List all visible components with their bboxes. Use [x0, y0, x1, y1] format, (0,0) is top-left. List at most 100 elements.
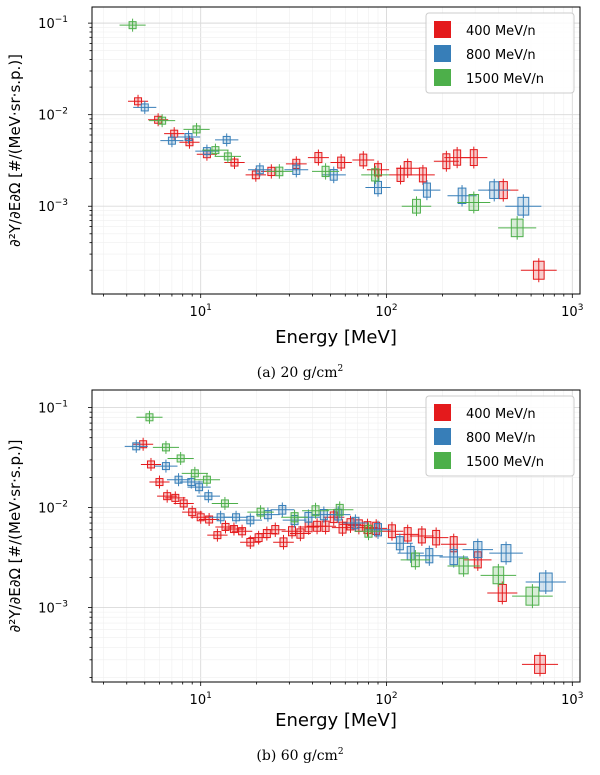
error-box: [196, 513, 205, 522]
error-box: [314, 152, 323, 164]
data-point: [215, 133, 239, 147]
error-box: [179, 499, 188, 508]
data-marks: [119, 18, 557, 283]
data-point: [366, 160, 390, 179]
data-point: [315, 518, 337, 535]
error-box: [296, 528, 305, 539]
error-box: [469, 149, 478, 167]
series-3: [136, 410, 553, 609]
error-box: [216, 513, 225, 522]
data-point: [273, 534, 294, 550]
error-box: [338, 521, 347, 534]
error-box: [187, 478, 196, 487]
series-2: [133, 100, 542, 219]
error-box: [410, 552, 420, 568]
error-box: [417, 528, 426, 544]
data-marks: [124, 410, 566, 677]
error-box: [422, 182, 431, 198]
y-axis-label: ∂²Y/∂E∂Ω [#/(MeV·sr·s.p.)]: [6, 439, 24, 632]
data-point: [447, 555, 480, 577]
x-axis: 101 102 103: [103, 294, 583, 320]
data-point: [152, 440, 180, 454]
data-point: [487, 581, 518, 605]
error-box: [254, 533, 263, 543]
legend-box: [425, 395, 575, 477]
data-point: [231, 524, 253, 538]
error-box: [335, 503, 344, 516]
error-box: [211, 146, 220, 155]
error-box: [279, 537, 288, 548]
error-box: [223, 152, 232, 161]
x-axis: 101 102 103: [103, 682, 583, 708]
error-box: [271, 525, 280, 535]
data-point: [148, 113, 169, 127]
data-point: [281, 509, 308, 525]
error-box: [329, 511, 338, 524]
data-point: [439, 546, 468, 568]
data-point: [326, 501, 354, 519]
error-box: [371, 168, 380, 182]
data-point: [266, 164, 293, 179]
data-point: [339, 515, 362, 533]
data-point: [498, 216, 537, 240]
error-box: [246, 538, 255, 547]
error-box: [230, 158, 239, 167]
data-point: [224, 510, 248, 524]
data-point: [365, 520, 391, 539]
error-box: [453, 149, 462, 166]
data-point: [181, 466, 208, 480]
error-box: [359, 153, 368, 167]
data-point: [525, 570, 566, 595]
error-box: [418, 167, 427, 183]
data-point: [179, 475, 203, 489]
error-box: [192, 125, 201, 134]
data-point: [193, 473, 221, 487]
error-box: [185, 138, 194, 147]
error-box: [510, 218, 524, 238]
error-box: [321, 520, 330, 532]
data-point: [302, 502, 330, 519]
error-box: [468, 193, 480, 211]
error-box: [517, 196, 530, 216]
data-point: [460, 146, 488, 169]
x-axis-label: Energy [MeV]: [275, 710, 397, 731]
legend-swatch: [434, 45, 451, 62]
error-box: [412, 198, 421, 214]
data-point: [207, 528, 228, 542]
data-point: [489, 541, 523, 565]
legend: 400 MeV/n 800 MeV/n 1500 MeV/n: [425, 395, 575, 477]
error-box: [396, 167, 405, 182]
error-box: [442, 153, 451, 170]
error-box: [489, 181, 500, 199]
data-point: [331, 519, 354, 537]
chart-panel-a: 101 102 103 10−3 10−2 10−1 Energy [MeV] ∂²Y/∂E∂…: [6, 6, 583, 381]
x-tick-label: 103: [561, 691, 583, 708]
error-box: [174, 475, 183, 484]
error-box: [432, 529, 441, 546]
error-box: [220, 499, 229, 508]
data-point: [160, 134, 184, 148]
y-tick-label: 10−2: [38, 107, 68, 124]
error-box: [364, 524, 373, 538]
error-box: [525, 586, 540, 606]
error-box: [221, 522, 230, 531]
error-box: [334, 508, 343, 521]
error-box: [155, 478, 164, 487]
error-box: [145, 413, 154, 422]
error-box: [458, 557, 469, 575]
error-box: [387, 524, 396, 539]
error-box: [171, 493, 180, 502]
y-axis: 10−3 10−2 10−1: [38, 15, 92, 271]
data-point: [195, 144, 219, 158]
legend-swatch: [434, 21, 451, 38]
error-box: [532, 260, 545, 280]
figure-caption: (a) 20 g/cm2: [257, 364, 344, 381]
data-point: [198, 512, 220, 526]
data-point: [136, 410, 163, 424]
y-axis: 10−3 10−2 10−1: [38, 400, 92, 678]
error-box: [161, 443, 170, 452]
data-point: [238, 513, 263, 527]
data-point: [505, 194, 542, 219]
x-tick-label: 101: [190, 303, 212, 320]
